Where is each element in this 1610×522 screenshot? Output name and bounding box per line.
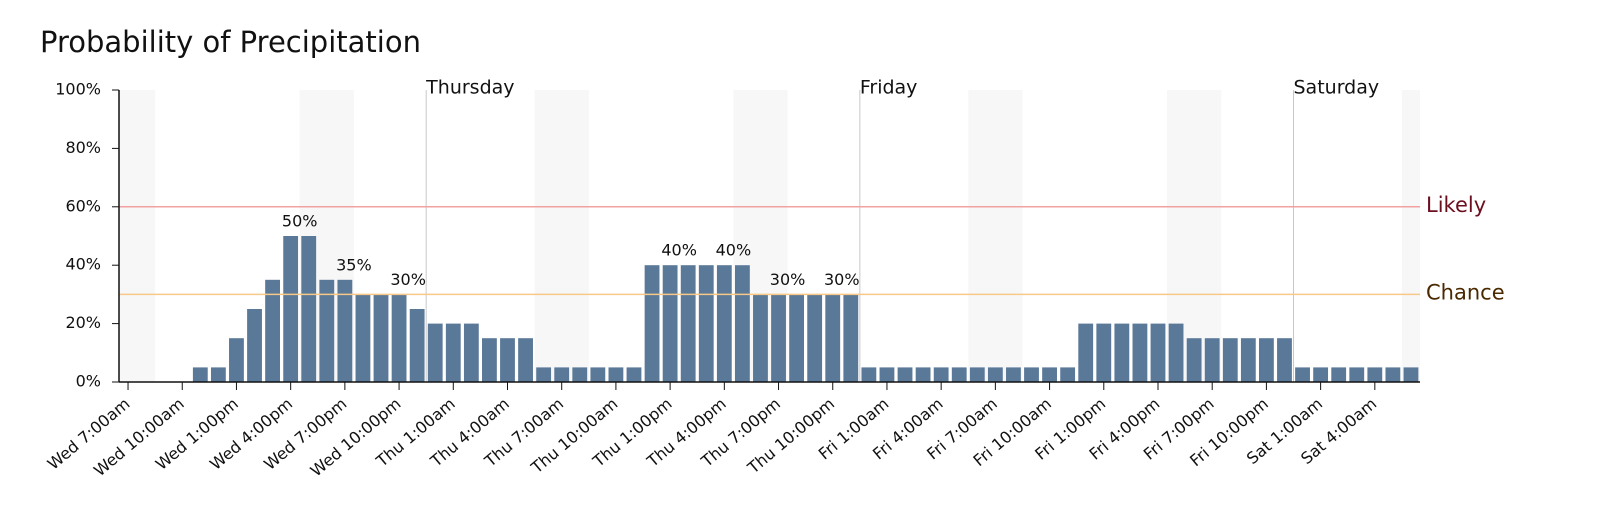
bar <box>1259 338 1274 382</box>
bar <box>1313 367 1329 382</box>
bar <box>987 367 1003 382</box>
bar <box>1060 367 1076 382</box>
bar <box>951 367 967 382</box>
bar <box>933 367 949 382</box>
bar <box>1349 367 1365 382</box>
bar <box>301 236 317 382</box>
bar <box>680 265 696 382</box>
bar <box>247 309 262 382</box>
value-label: 40% <box>716 241 752 260</box>
value-label: 50% <box>282 212 318 231</box>
bar <box>662 265 678 382</box>
y-tick-label: 80% <box>65 138 101 157</box>
bar <box>482 338 497 382</box>
bar <box>1150 323 1166 382</box>
bar <box>319 279 335 382</box>
bar <box>1114 323 1130 382</box>
bar <box>391 294 407 382</box>
bar <box>518 338 533 382</box>
bar <box>427 323 443 382</box>
bar <box>536 367 552 382</box>
bar <box>1024 367 1039 382</box>
threshold-label: Likely <box>1426 193 1486 217</box>
night-shade <box>1401 90 1420 382</box>
bar <box>825 294 841 382</box>
bar <box>1168 323 1184 382</box>
bar <box>445 323 461 382</box>
value-label: 35% <box>336 255 372 274</box>
y-tick-label: 60% <box>65 196 101 215</box>
bar <box>355 294 371 382</box>
bar <box>879 367 895 382</box>
bar <box>626 367 642 382</box>
y-tick-label: 40% <box>65 255 101 274</box>
bar <box>554 367 570 382</box>
bar <box>771 294 786 382</box>
bar <box>861 367 877 382</box>
bar <box>1277 338 1292 382</box>
bar <box>698 265 714 382</box>
bar <box>789 294 805 382</box>
bar <box>1006 367 1021 382</box>
y-tick-label: 100% <box>55 80 101 99</box>
bar <box>1331 367 1347 382</box>
chart-title: Probability of Precipitation <box>40 25 421 59</box>
bar <box>265 279 280 382</box>
bar <box>1385 367 1401 382</box>
night-shade <box>968 90 1023 382</box>
bar <box>1096 323 1112 382</box>
bar <box>915 367 931 382</box>
bar <box>734 265 750 382</box>
bar <box>1295 367 1310 382</box>
threshold-label: Chance <box>1426 280 1505 304</box>
bar <box>590 367 606 382</box>
value-label: 30% <box>824 270 860 289</box>
y-tick-label: 20% <box>65 313 101 332</box>
bar <box>716 265 732 382</box>
bar <box>500 338 515 382</box>
night-shade <box>119 90 156 382</box>
bar <box>229 338 244 382</box>
bar <box>969 367 985 382</box>
bar <box>192 367 208 382</box>
bar <box>644 265 660 382</box>
day-label: Thursday <box>425 77 514 99</box>
bar <box>1403 367 1419 382</box>
day-label: Saturday <box>1294 77 1380 99</box>
bar <box>572 367 588 382</box>
night-shade <box>534 90 589 382</box>
bar <box>897 367 913 382</box>
day-label: Friday <box>860 77 918 99</box>
bar <box>283 236 299 382</box>
bar <box>1222 338 1238 382</box>
value-label: 30% <box>390 270 426 289</box>
bar <box>463 323 479 382</box>
value-label: 30% <box>770 270 806 289</box>
bar <box>373 294 389 382</box>
bar <box>753 294 768 382</box>
bar <box>1042 367 1057 382</box>
bar <box>1204 338 1220 382</box>
bar <box>1078 323 1094 382</box>
bar <box>608 367 624 382</box>
bar <box>409 309 425 382</box>
value-label: 40% <box>661 241 697 260</box>
bar <box>1240 338 1256 382</box>
bar <box>807 294 823 382</box>
bar <box>1367 367 1383 382</box>
bar <box>843 294 859 382</box>
bar <box>210 367 226 382</box>
bar <box>1132 323 1148 382</box>
bar <box>1186 338 1202 382</box>
y-tick-label: 0% <box>76 372 101 391</box>
bar <box>337 279 353 382</box>
